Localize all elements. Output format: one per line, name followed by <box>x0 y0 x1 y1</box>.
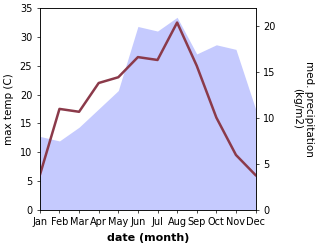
Y-axis label: max temp (C): max temp (C) <box>4 73 14 145</box>
Y-axis label: med. precipitation
(kg/m2): med. precipitation (kg/m2) <box>292 61 314 157</box>
X-axis label: date (month): date (month) <box>107 233 189 243</box>
